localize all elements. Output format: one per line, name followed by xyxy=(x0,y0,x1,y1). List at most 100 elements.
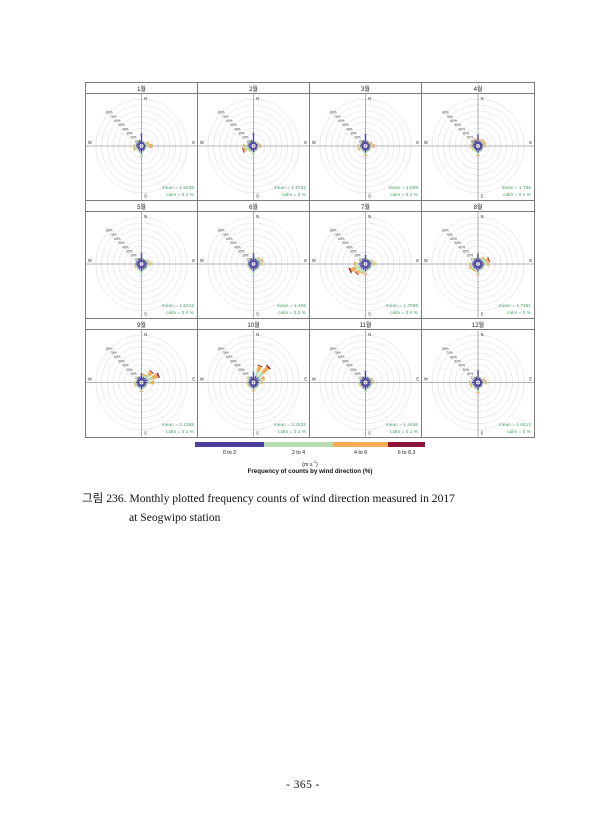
panel-calm-label: calm = 0.1 % xyxy=(390,191,418,197)
radial-tick-label: 10% xyxy=(134,376,141,380)
legend-title: Frequency of counts by wind direction (%… xyxy=(247,468,373,475)
panel-mean-label: mean = 1.809 xyxy=(388,185,418,191)
radial-tick-label: 40% xyxy=(458,245,465,249)
compass-label: W xyxy=(200,140,204,145)
panel-mean-label: mean = 1.7461 xyxy=(498,303,531,309)
panel-title: 9월 xyxy=(137,322,146,329)
compass-label: W xyxy=(424,258,428,263)
legend-swatch xyxy=(264,442,333,447)
radial-tick-label: 30% xyxy=(238,249,245,253)
legend-swatch xyxy=(333,442,389,447)
radial-tick-label: 70% xyxy=(446,233,453,237)
panel-calm-label: calm = 0 % xyxy=(507,428,531,434)
panel-mean-label: mean = 1.5312 xyxy=(161,303,194,309)
windrose-svg: 80%70%60%50%40%30%20%10% N S E W xyxy=(310,212,421,318)
compass-label: W xyxy=(424,376,428,381)
radial-tick-label: 30% xyxy=(126,131,133,135)
compass-label: E xyxy=(529,376,532,381)
figure-caption: 그림 236. Monthly plotted frequency counts… xyxy=(82,490,542,528)
radial-tick-label: 30% xyxy=(238,368,245,372)
radial-tick-label: 60% xyxy=(338,119,345,123)
windrose-svg: 80%70%60%50%40%30%20%10% N S E W xyxy=(86,330,197,437)
compass-label: S xyxy=(256,193,259,198)
windrose-svg: 80%70%60%50%40%30%20%10% N S E W xyxy=(86,94,197,200)
compass-label: S xyxy=(144,430,147,435)
panel-calm-label: calm = 0.1 % xyxy=(166,428,194,434)
panel-title-strip: 5월 xyxy=(86,201,197,212)
radial-tick-label: 70% xyxy=(110,233,117,237)
compass-label: W xyxy=(200,258,204,263)
radial-tick-label: 70% xyxy=(110,115,117,119)
panel-title: 7월 xyxy=(361,204,370,211)
radial-tick-label: 40% xyxy=(346,245,353,249)
radial-tick-label: 50% xyxy=(454,359,461,363)
radial-tick-label: 80% xyxy=(442,229,449,233)
compass-label: N xyxy=(368,214,371,219)
compass-label: N xyxy=(481,96,484,101)
panel-title-strip: 6월 xyxy=(198,201,309,212)
windrose-svg: 80%70%60%50%40%30%20%10% N S E W xyxy=(310,94,421,200)
radial-tick-label: 80% xyxy=(330,229,337,233)
panel-title-strip: 2월 xyxy=(198,83,309,94)
radial-tick-label: 20% xyxy=(354,372,361,376)
panel-title: 8월 xyxy=(473,204,483,211)
panel-calm-label: calm = 0 % xyxy=(282,191,306,197)
radial-tick-label: 10% xyxy=(471,258,478,262)
radial-tick-label: 80% xyxy=(330,111,337,115)
radial-tick-label: 10% xyxy=(471,140,478,144)
panel-title-strip: 11월 xyxy=(310,319,421,330)
radial-tick-label: 80% xyxy=(218,229,225,233)
compass-label: N xyxy=(144,96,147,101)
radial-tick-label: 70% xyxy=(110,351,117,355)
legend-swatch xyxy=(195,442,264,447)
compass-label: N xyxy=(144,332,147,337)
legend-swatch xyxy=(388,442,425,447)
panel-mean-label: mean = 1.9732 xyxy=(273,185,306,191)
compass-label: E xyxy=(192,140,195,145)
radial-tick-label: 50% xyxy=(342,241,349,245)
radial-tick-label: 40% xyxy=(458,364,465,368)
panel-title-strip: 3월 xyxy=(310,83,421,94)
radial-tick-label: 70% xyxy=(222,351,229,355)
panel-title: 3월 xyxy=(361,86,370,93)
radial-tick-label: 70% xyxy=(222,233,229,237)
panel-title: 5월 xyxy=(137,204,146,211)
panel-title: 2월 xyxy=(249,86,258,93)
radial-tick-label: 10% xyxy=(134,258,141,262)
compass-label: S xyxy=(481,430,484,435)
compass-label: W xyxy=(88,258,92,263)
radial-tick-label: 60% xyxy=(114,355,121,359)
windrose-svg: 80%70%60%50%40%30%20%10% N S E W xyxy=(422,94,534,200)
radial-tick-label: 60% xyxy=(114,119,121,123)
radial-tick-label: 60% xyxy=(226,355,233,359)
radial-tick-label: 40% xyxy=(458,127,465,131)
legend-bin-label: 6 to 8.3 xyxy=(397,450,416,456)
panel-mean-label: mean = 2.3532 xyxy=(273,422,306,428)
radial-tick-label: 30% xyxy=(350,131,357,135)
radial-tick-label: 50% xyxy=(118,123,125,127)
legend-bin-label: 4 to 6 xyxy=(353,450,368,456)
compass-label: E xyxy=(416,140,419,145)
panel-mean-label: mean = 2.1368 xyxy=(161,422,194,428)
panel-title: 12월 xyxy=(471,322,485,329)
panel-title: 11월 xyxy=(359,322,372,329)
radial-tick-label: 80% xyxy=(442,111,449,115)
compass-label: N xyxy=(144,214,147,219)
panel-title: 10월 xyxy=(247,322,260,329)
radial-tick-label: 10% xyxy=(246,258,253,262)
radial-tick-label: 50% xyxy=(230,359,237,363)
legend-bin-labels: 0 to 2 2 to 4 4 to 6 6 to 8.3 xyxy=(195,448,425,458)
